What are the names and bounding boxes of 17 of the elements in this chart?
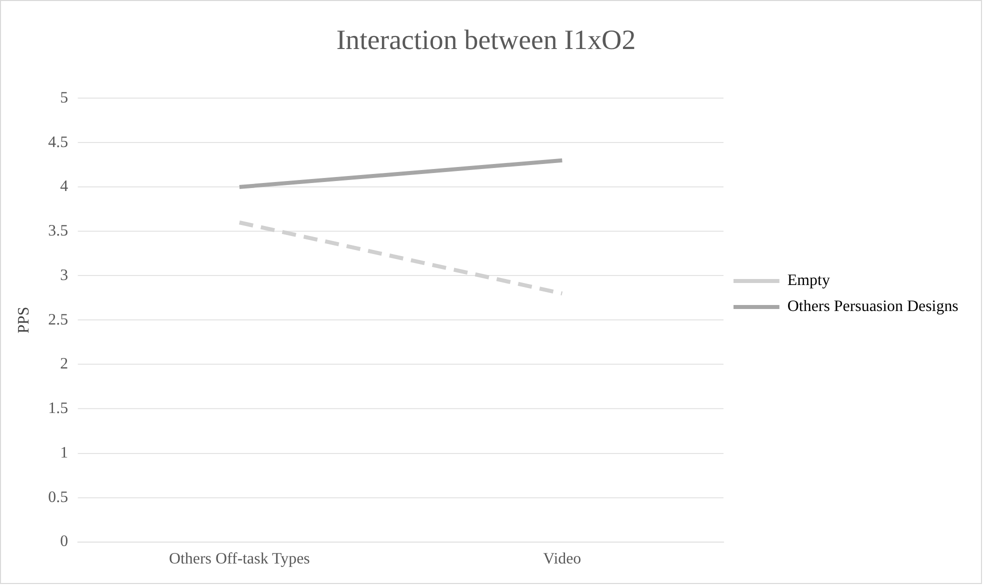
legend-label: Empty [787,272,830,290]
y-tick-label: 2 [60,356,68,373]
y-tick-label: 1 [60,444,68,462]
y-tick-label: 3.5 [48,222,68,240]
legend-label: Others Persuasion Designs [787,298,958,316]
y-axis-title: PPS [16,306,33,334]
y-tick-label: 0.5 [48,488,68,506]
x-tick-label: Others Off-task Types [168,550,310,568]
chart-title: Interaction between I1xO2 [336,25,636,56]
y-tick-label: 0 [60,533,68,550]
y-tick-label: 1.5 [48,400,68,418]
y-tick-label: 4 [60,178,68,196]
y-tick-label: 5 [60,89,68,106]
x-tick-label: Video [543,550,582,568]
y-tick-label: 3 [60,266,68,284]
y-tick-label: 4.5 [48,134,68,151]
y-tick-label: 2.5 [48,311,68,328]
